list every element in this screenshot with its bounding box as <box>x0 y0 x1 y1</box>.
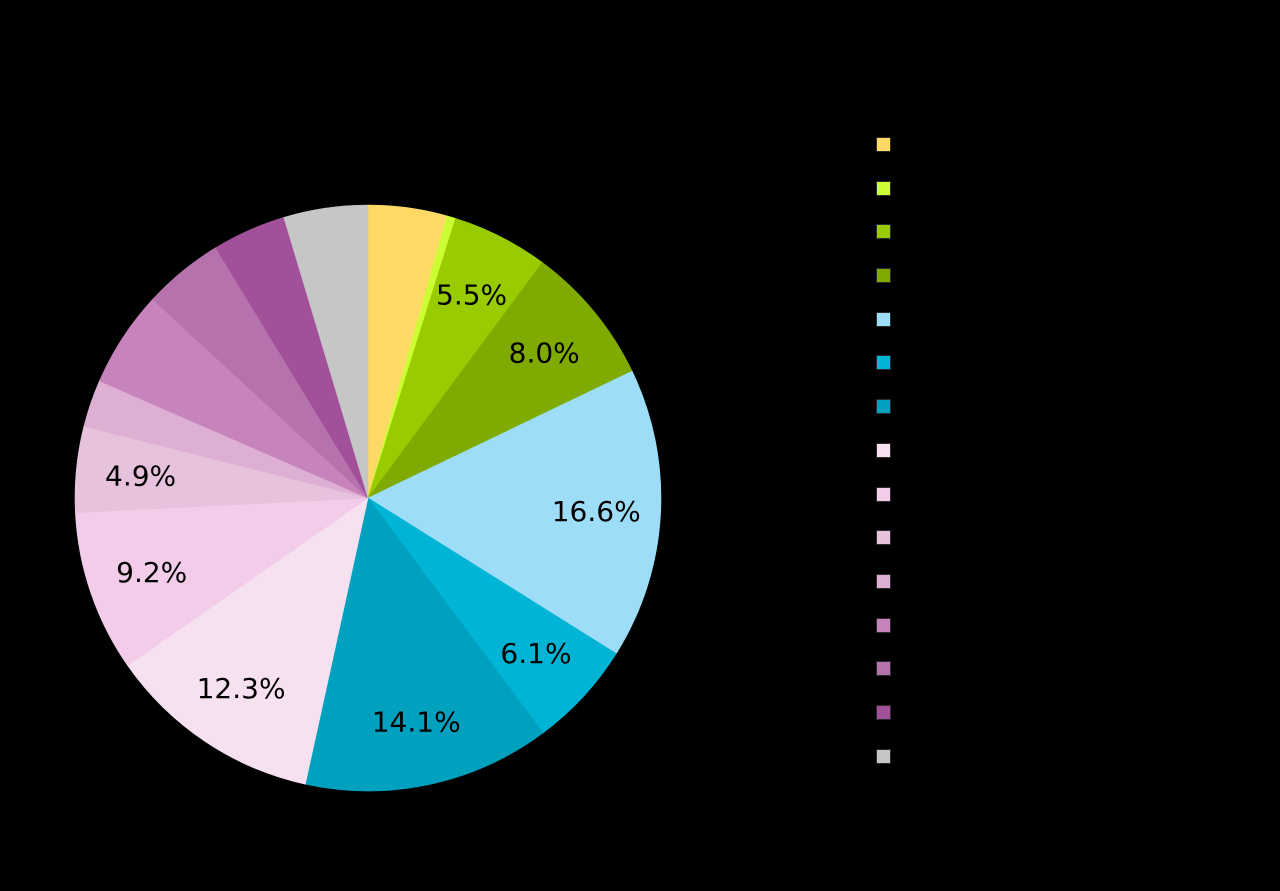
pie-slice-8 <box>127 497 369 785</box>
legend-swatch-10 <box>876 530 891 546</box>
legend-swatch-1 <box>876 137 891 152</box>
legend-item-14 <box>876 704 906 749</box>
legend-item-10 <box>876 530 906 574</box>
slice-label-4: 8.0% <box>509 336 580 369</box>
legend-swatch-5 <box>876 311 891 327</box>
legend-swatch-12 <box>876 617 891 633</box>
legend-item-5 <box>876 311 906 356</box>
legend-item-15 <box>876 748 906 793</box>
legend-swatch-13 <box>876 661 891 677</box>
pie-slice-4 <box>367 262 633 499</box>
legend-swatch-9 <box>876 486 891 502</box>
legend-item-7 <box>876 399 906 443</box>
slice-label-8: 12.3% <box>197 672 286 705</box>
legend-item-11 <box>876 573 906 618</box>
legend-swatch-2 <box>876 180 891 196</box>
legend-item-12 <box>876 617 906 662</box>
legend-item-3 <box>876 224 906 268</box>
legend-item-2 <box>876 180 906 225</box>
legend-item-4 <box>876 268 906 312</box>
slice-label-3: 5.5% <box>436 278 507 311</box>
legend-swatch-11 <box>876 573 891 589</box>
legend <box>876 137 906 792</box>
legend-swatch-8 <box>876 442 891 458</box>
slice-label-10: 4.9% <box>105 460 176 493</box>
pie-slice-15 <box>283 204 369 499</box>
legend-swatch-14 <box>876 704 891 720</box>
legend-item-6 <box>876 355 906 399</box>
legend-item-9 <box>876 486 906 531</box>
slice-label-7: 14.1% <box>372 705 461 738</box>
pie-slice-7 <box>304 497 544 792</box>
slice-label-6: 6.1% <box>500 637 571 670</box>
legend-swatch-6 <box>876 355 891 371</box>
legend-swatch-15 <box>876 748 891 764</box>
legend-swatch-7 <box>876 399 891 415</box>
pie-labels: 5.5%8.0% 16.6% 6.1% 14.1% 12.3% 9.2% 4.9% <box>105 278 641 738</box>
pie-slice-5 <box>367 370 662 655</box>
legend-item-1 <box>876 137 906 181</box>
slice-label-5: 16.6% <box>552 495 641 528</box>
legend-item-8 <box>876 442 906 487</box>
pie-slice-9 <box>75 497 370 666</box>
slice-label-9: 9.2% <box>116 556 187 589</box>
legend-swatch-4 <box>876 268 891 284</box>
legend-item-13 <box>876 661 906 705</box>
pie-slices <box>74 204 662 792</box>
legend-swatch-3 <box>876 224 891 240</box>
